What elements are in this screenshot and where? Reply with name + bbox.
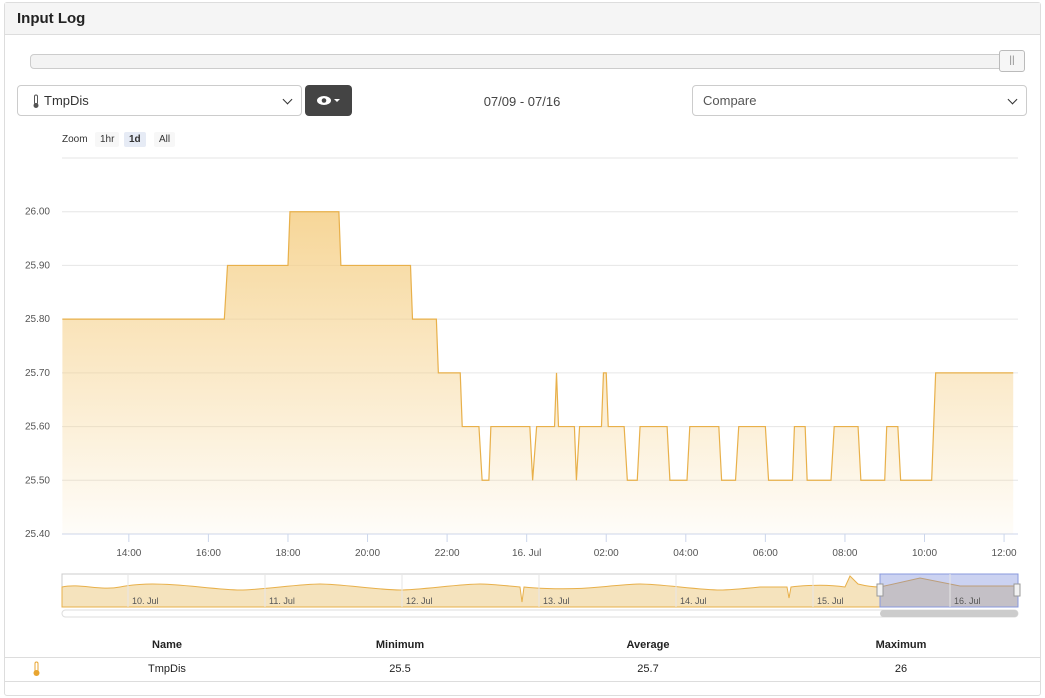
x-tick-label: 02:00: [594, 548, 619, 559]
x-tick-label: 20:00: [355, 548, 380, 559]
navigator-label: 12. Jul: [406, 596, 433, 606]
thermometer-icon: [33, 94, 39, 108]
table-header: Average: [626, 639, 670, 651]
x-tick-label: 04:00: [673, 548, 698, 559]
eye-icon: [317, 96, 340, 105]
slider-handle[interactable]: ||: [999, 50, 1025, 72]
x-tick-label: 16. Jul: [512, 548, 541, 559]
table-separator: [5, 657, 1040, 658]
navigator-label: 14. Jul: [680, 596, 707, 606]
date-range: 07/09 - 07/16: [483, 94, 561, 109]
zoom-button[interactable]: All: [154, 132, 176, 147]
compare-select[interactable]: Compare: [692, 85, 1027, 116]
x-tick-label: 12:00: [992, 548, 1017, 559]
range-slider[interactable]: [30, 54, 1025, 69]
navigator-series: [61, 575, 1019, 608]
scrollbar-thumb[interactable]: [880, 610, 1018, 617]
compare-label: Compare: [703, 93, 757, 108]
table-separator: [5, 681, 1040, 682]
x-tick-label: 14:00: [116, 548, 141, 559]
x-tick-label: 18:00: [275, 548, 300, 559]
table-cell: 26: [894, 663, 908, 675]
navigator-label: 10. Jul: [132, 596, 159, 606]
sensor-name: TmpDis: [44, 93, 89, 108]
sensor-select[interactable]: TmpDis: [17, 85, 302, 116]
x-tick-label: 08:00: [832, 548, 857, 559]
x-tick-label: 10:00: [912, 548, 937, 559]
visibility-button[interactable]: [305, 85, 352, 116]
table-cell: 25.5: [389, 663, 411, 675]
navigator-window[interactable]: [879, 573, 1019, 608]
y-tick-label: 25.70: [25, 368, 50, 379]
table-header: Maximum: [875, 639, 927, 651]
y-tick-label: 25.90: [25, 260, 50, 271]
panel-header: [5, 3, 1040, 35]
panel: [4, 2, 1041, 696]
y-tick-label: 25.60: [25, 422, 50, 433]
navigator-label: 11. Jul: [269, 596, 295, 606]
table-header: Minimum: [375, 639, 425, 651]
series-line: [62, 211, 1014, 481]
x-tick-label: 06:00: [753, 548, 778, 559]
thermometer-icon: [33, 661, 40, 676]
table-header: Name: [152, 639, 182, 651]
y-tick-label: 26.00: [25, 207, 50, 218]
zoom-label: Zoom: [62, 134, 88, 145]
table-cell: TmpDis: [148, 663, 186, 675]
y-tick-label: 25.80: [25, 314, 50, 325]
navigator-label: 13. Jul: [543, 596, 570, 606]
navigator-label: 15. Jul: [817, 596, 844, 606]
table-cell: 25.7: [637, 663, 659, 675]
zoom-button[interactable]: 1d: [124, 132, 146, 147]
navigator-label: 16. Jul: [954, 596, 981, 606]
zoom-button[interactable]: 1hr: [95, 132, 120, 147]
navigator-handle[interactable]: [1013, 583, 1021, 597]
y-tick-label: 25.50: [25, 475, 50, 486]
x-tick-label: 22:00: [435, 548, 460, 559]
area-fill: [62, 211, 1014, 534]
scrollbar[interactable]: [61, 609, 1019, 618]
chart: 25.40 25.50 25.60 25.70 25.80 25.90 26.00 14:00…: [25, 157, 1021, 618]
y-tick-label: 25.40: [25, 529, 50, 540]
x-tick-label: 16:00: [196, 548, 221, 559]
navigator-handle[interactable]: [876, 583, 884, 597]
page-title: Input Log: [17, 10, 86, 27]
